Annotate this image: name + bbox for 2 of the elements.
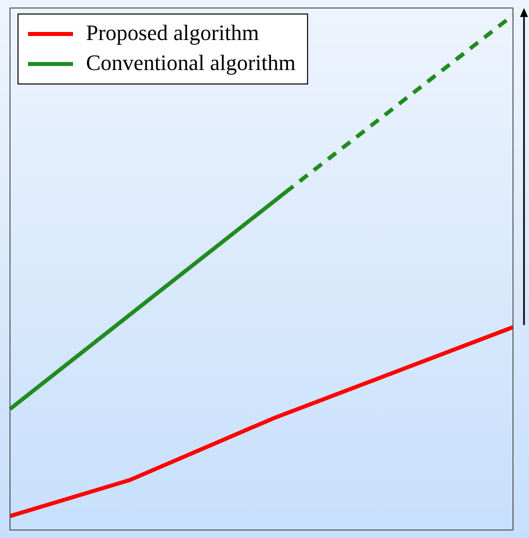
legend-label: Proposed algorithm xyxy=(86,20,259,45)
legend-label: Conventional algorithm xyxy=(86,50,296,75)
